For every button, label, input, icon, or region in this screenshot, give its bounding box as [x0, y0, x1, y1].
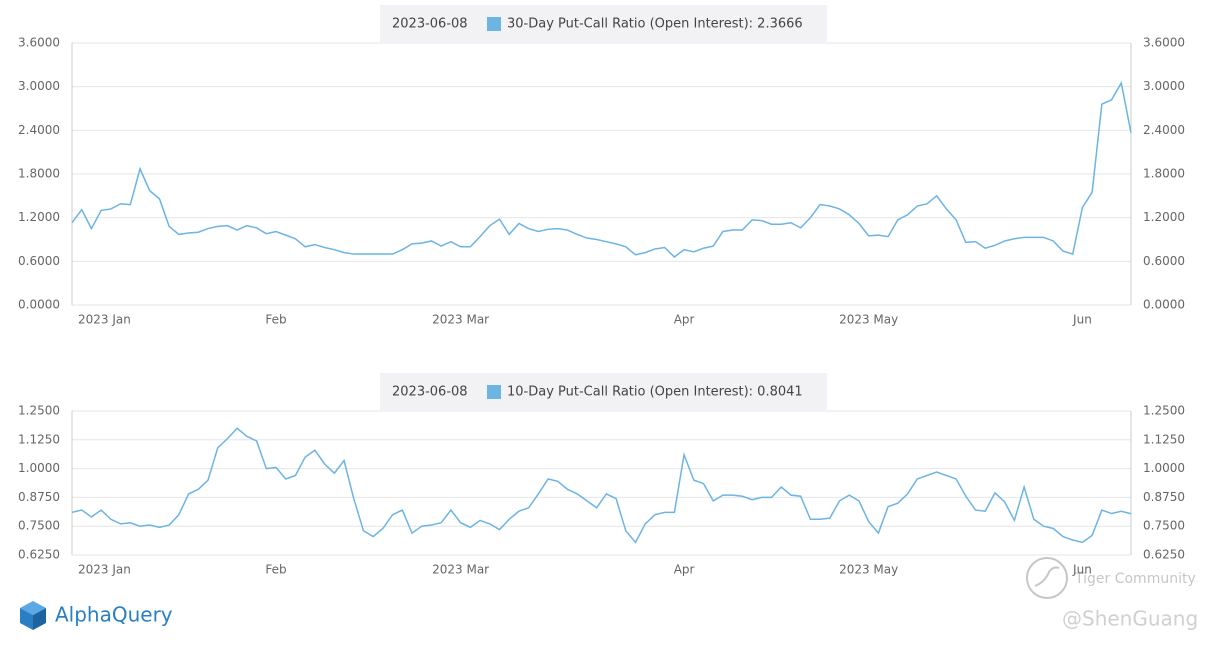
legend-label: 30-Day Put-Call Ratio (Open Interest): 2…: [507, 17, 803, 32]
legend-date: 2023-06-08: [392, 17, 468, 32]
y-tick-label: 1.1250: [18, 432, 60, 446]
y2-tick-label: 0.6250: [1143, 548, 1185, 562]
y2-tick-label: 0.0000: [1143, 298, 1185, 312]
legend-label: 10-Day Put-Call Ratio (Open Interest): 0…: [507, 385, 803, 400]
data-line: [71, 80, 1132, 258]
x-tick-label: Feb: [265, 563, 286, 577]
logo-cube-left: [20, 608, 33, 630]
y2-tick-label: 3.6000: [1143, 36, 1185, 50]
x-tick-label: 2023 May: [839, 563, 898, 577]
y-tick-label: 1.0000: [18, 461, 60, 475]
y-tick-label: 0.6250: [18, 548, 60, 562]
logo: AlphaQuery: [20, 601, 173, 630]
watermark-handle: @ShenGuang: [1062, 607, 1198, 631]
y-tick-label: 1.2000: [18, 210, 60, 224]
x-tick-label: 2023 Mar: [432, 313, 489, 327]
x-tick-label: 2023 Jan: [78, 313, 131, 327]
y-tick-label: 1.2500: [18, 404, 60, 418]
y2-tick-label: 2.4000: [1143, 123, 1185, 137]
y2-tick-label: 3.0000: [1143, 79, 1185, 93]
brand: AlphaQuery: [55, 603, 173, 627]
y-tick-label: 3.6000: [18, 36, 60, 50]
x-tick-label: 2023 Mar: [432, 563, 489, 577]
y2-tick-label: 1.2000: [1143, 210, 1185, 224]
x-tick-label: 2023 Jan: [78, 563, 131, 577]
legend-swatch: [487, 385, 501, 399]
x-tick-label: Apr: [674, 313, 695, 327]
x-tick-label: 2023 May: [839, 313, 898, 327]
logo-cube-right: [33, 608, 46, 630]
y2-tick-label: 1.2500: [1143, 404, 1185, 418]
y-tick-label: 0.0000: [18, 298, 60, 312]
data-line: [71, 427, 1132, 544]
y-tick-label: 2.4000: [18, 123, 60, 137]
y-tick-label: 0.6000: [18, 254, 60, 268]
legend-date: 2023-06-08: [392, 385, 468, 400]
watermark-text: Tiger Community: [1074, 571, 1196, 587]
legend: 2023-06-08 30-Day Put-Call Ratio (Open In…: [380, 5, 827, 43]
y2-tick-label: 0.6000: [1143, 254, 1185, 268]
x-tick-label: Jun: [1072, 563, 1092, 577]
watermark-icon-stroke: [1034, 566, 1060, 587]
y-tick-label: 0.8750: [18, 490, 60, 504]
y2-tick-label: 0.8750: [1143, 490, 1185, 504]
legend-box: [380, 373, 827, 411]
y-tick-label: 0.7500: [18, 519, 60, 533]
watermark: Tiger Community @ShenGuang: [1026, 557, 1198, 631]
y2-tick-label: 1.1250: [1143, 432, 1185, 446]
x-tick-label: Apr: [674, 563, 695, 577]
y-tick-label: 3.0000: [18, 79, 60, 93]
y2-tick-label: 0.7500: [1143, 519, 1185, 533]
y2-tick-label: 1.8000: [1143, 167, 1185, 181]
legend: 2023-06-08 10-Day Put-Call Ratio (Open In…: [380, 373, 827, 411]
y-tick-label: 1.8000: [18, 167, 60, 181]
x-tick-label: Jun: [1072, 313, 1092, 327]
x-tick-label: Feb: [265, 313, 286, 327]
watermark-icon: [1026, 557, 1068, 599]
legend-box: [380, 5, 827, 43]
y2-tick-label: 1.0000: [1143, 461, 1185, 475]
legend-swatch: [487, 17, 501, 31]
